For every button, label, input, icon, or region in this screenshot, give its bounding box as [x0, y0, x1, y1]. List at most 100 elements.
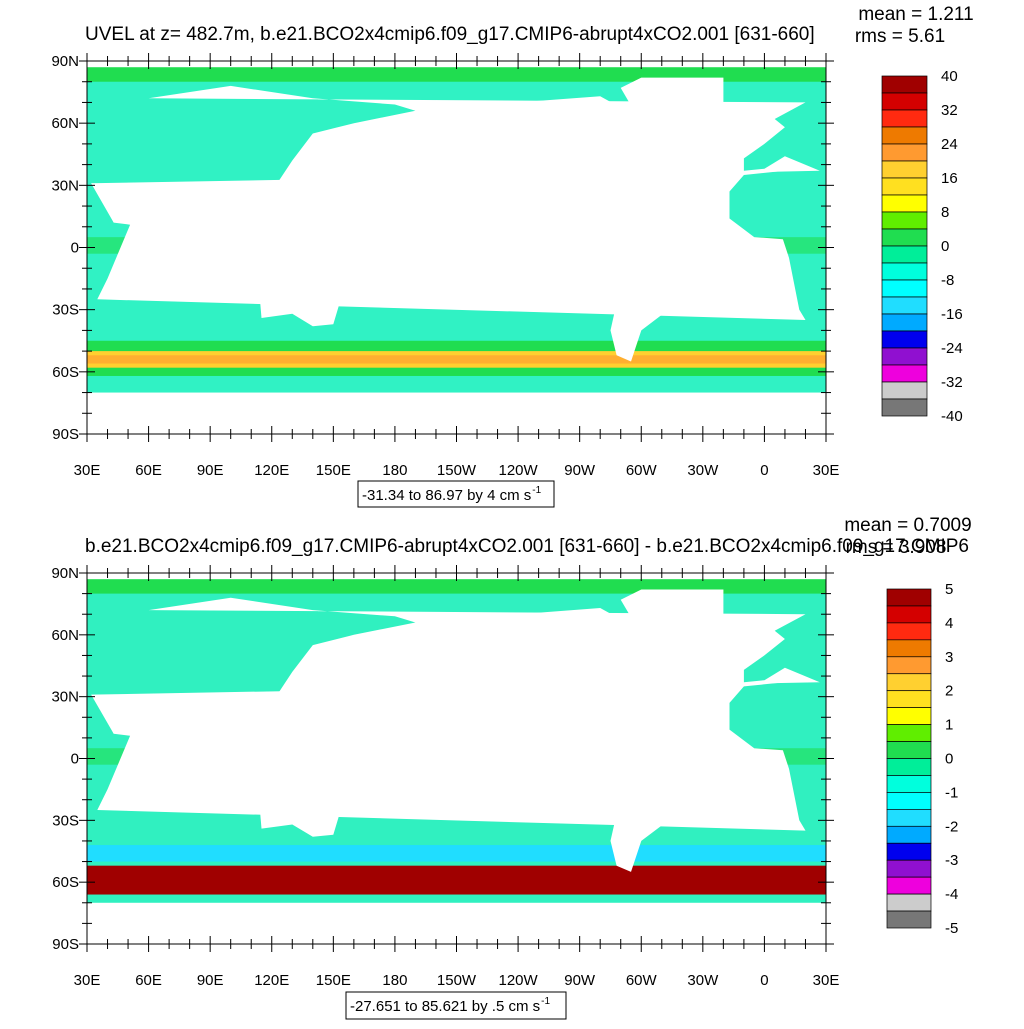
colorbar-label: -32	[941, 374, 963, 391]
colorbar-box	[881, 364, 928, 383]
colorbar-label: 4	[945, 615, 953, 632]
lat-label: 90S	[52, 936, 79, 953]
land-indonesia	[220, 237, 334, 267]
arctic-band	[87, 65, 826, 82]
panel-title: b.e21.BCO2x4cmip6.f09_g17.CMIP6-abrupt4x…	[85, 536, 969, 557]
colorbar-box	[881, 313, 928, 332]
lon-label: 120W	[498, 972, 538, 989]
colorbar-box	[886, 639, 932, 658]
colorbar-box	[881, 211, 928, 230]
lon-label: 60W	[626, 972, 658, 989]
lon-label: 30E	[813, 462, 840, 479]
lat-label: 60N	[51, 627, 79, 644]
colorbar-label: 2	[945, 683, 953, 700]
lat-label: 90S	[52, 426, 79, 443]
lon-label: 0	[760, 972, 768, 989]
colorbar-box	[881, 75, 928, 94]
lat-label: 60N	[51, 115, 79, 132]
land-eurasia	[0, 598, 81, 753]
colorbar-box	[881, 398, 928, 417]
lon-label: 30W	[687, 972, 719, 989]
lat-label: 60S	[52, 874, 79, 891]
colorbar-label: 24	[941, 136, 958, 153]
colorbar-box	[886, 707, 932, 725]
colorbar-label: 8	[941, 204, 949, 221]
lon-label: 150W	[437, 972, 477, 989]
colorbar-box	[881, 228, 928, 247]
colorbar-box	[886, 842, 932, 861]
colorbar-label: -40	[941, 408, 963, 425]
colorbar-label: 3	[945, 649, 953, 666]
map-field	[0, 61, 1024, 434]
panel-title: UVEL at z= 482.7m, b.e21.BCO2x4cmip6.f09…	[85, 24, 815, 45]
colorbar-box	[881, 177, 928, 196]
lat-label: 30S	[52, 302, 79, 319]
lat-label: 30N	[51, 177, 79, 194]
colorbar-box	[886, 724, 932, 742]
colorbar-box	[881, 381, 928, 400]
land-samerica	[598, 226, 693, 362]
lon-label: 0	[760, 462, 768, 479]
colorbar-label: -2	[945, 818, 958, 835]
lon-label: 180	[382, 972, 407, 989]
colorbar-box	[886, 656, 932, 675]
range-text: -27.651 to 85.621 by .5 cm s	[350, 998, 540, 1015]
lon-label: 120E	[254, 462, 289, 479]
colorbar-box	[886, 910, 932, 929]
colorbar-box	[881, 330, 928, 349]
colorbar-box	[886, 775, 932, 793]
lat-label: 30N	[51, 689, 79, 706]
land-greenland	[620, 77, 724, 124]
lat-label: 90N	[51, 53, 79, 70]
lon-label: 120W	[498, 462, 538, 479]
map-panel: 90N 60N 30N 0 30S 60S 90S 30E 60E 90E 120E 150E 180 1…	[0, 515, 1024, 1020]
land-indonesia	[959, 748, 1024, 777]
colorbar-box	[886, 588, 932, 607]
lat-label: 90N	[51, 565, 79, 582]
colorbar-box	[881, 109, 928, 128]
colorbar-box	[881, 262, 928, 281]
rms-label: rms = 5.61	[855, 26, 945, 47]
lat-label: 30S	[52, 812, 79, 829]
lon-label: 90E	[197, 462, 224, 479]
range-box	[345, 991, 567, 1020]
colorbar-box	[881, 194, 928, 213]
colorbar-box	[881, 92, 928, 111]
colorbar-label: 32	[941, 102, 958, 119]
land-eurasia	[836, 86, 1024, 241]
land-australia	[998, 270, 1024, 326]
land-australia	[259, 270, 340, 327]
land-eurasia	[0, 86, 81, 241]
mean-label: mean = 0.7009	[844, 515, 971, 536]
colorbar-box	[881, 347, 928, 366]
colorbar-label: 5	[945, 581, 953, 598]
colorbar-label: -1	[945, 784, 958, 801]
arctic-band	[87, 577, 826, 594]
colorbar-box	[881, 143, 928, 162]
colorbar-box	[886, 893, 932, 912]
colorbar-box	[886, 876, 932, 895]
colorbar-label: -24	[941, 340, 963, 357]
colorbar-label: 0	[941, 238, 949, 255]
lon-label: 30E	[813, 972, 840, 989]
range-exponent: -1	[532, 485, 541, 496]
lon-label: 60W	[626, 462, 658, 479]
lon-label: 150W	[437, 462, 477, 479]
colorbar-label: 16	[941, 170, 958, 187]
colorbar-box	[886, 808, 932, 827]
lat-label: 60S	[52, 364, 79, 381]
map-panel: 90N 60N 30N 0 30S 60S 90S 30E 60E 90E 120E 150E 180 1…	[0, 4, 1024, 508]
acc-core2	[87, 355, 826, 364]
lon-label: 150E	[316, 462, 351, 479]
land-australia	[259, 781, 340, 837]
lon-label: 150E	[316, 972, 351, 989]
colorbar-box	[886, 792, 932, 810]
colorbar-label: -3	[945, 852, 958, 869]
land-namerica	[415, 96, 652, 231]
lon-label: 30E	[74, 462, 101, 479]
colorbar-box	[886, 622, 932, 641]
map-field	[0, 573, 1024, 944]
lon-label: 30E	[74, 972, 101, 989]
colorbar-label: 40	[941, 68, 958, 85]
colorbar-box	[886, 741, 932, 759]
